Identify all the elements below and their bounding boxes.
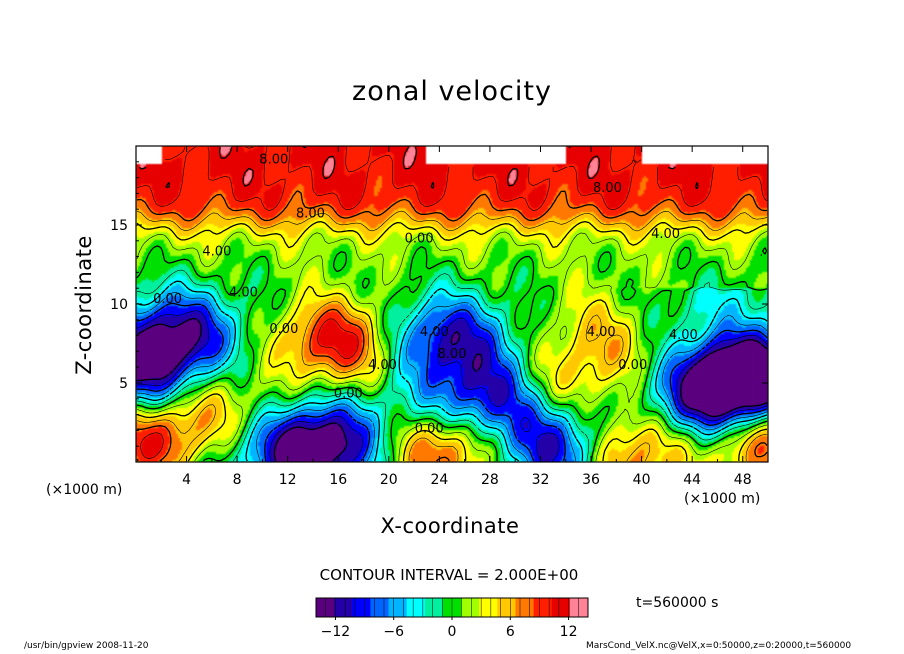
x-tick-label: 32 [532, 472, 550, 488]
contour-level-neg4 [136, 280, 768, 462]
contour-level-neg12 [136, 317, 768, 462]
colorbar-swatch [370, 598, 390, 617]
contour-labels: 8.00 8.00 8.00 4.00 4.00 4.00 4.00 4.00 4.00 4.00… [153, 153, 698, 437]
time-label: t=560000 s [636, 595, 719, 611]
contour-label: 4.00 [420, 325, 449, 340]
contour-label: 4.00 [229, 285, 258, 300]
contour-level-2 [136, 231, 768, 462]
contour-label: 8.00 [438, 347, 467, 362]
contour-level-12 [138, 146, 699, 190]
contour-label: 0.00 [405, 232, 434, 247]
contour-label: 0.00 [334, 387, 363, 402]
x-tick-label: 28 [481, 472, 499, 488]
contour-interval-label: CONTOUR INTERVAL = 2.000E+00 [319, 566, 579, 584]
x-tick-label: 8 [233, 472, 242, 488]
x-tick-label: 36 [582, 472, 600, 488]
y-tick-label: 10 [110, 297, 128, 313]
contour-label: 4.00 [587, 325, 616, 340]
contour-label: 4.00 [368, 358, 397, 373]
colorbar-swatch [497, 598, 516, 617]
y-tick-label: 15 [110, 218, 128, 234]
footer-program-date: /usr/bin/gpview 2008-11-20 [24, 641, 149, 651]
contour-lines [136, 146, 768, 462]
footer-source: MarsCond_VelX.nc@VelX,x=0:50000,z=0:2000… [586, 641, 852, 651]
colorbar-tick-label: −6 [383, 624, 404, 640]
colorbar-tick-label: 0 [448, 624, 457, 640]
colorbar-swatch [388, 598, 408, 617]
x-axis-label: X-coordinate [380, 514, 520, 538]
colorbar-swatch [316, 598, 335, 617]
contour-level-neg8 [136, 302, 768, 462]
colorbar-swatch [334, 598, 353, 617]
x-tick-label: 12 [279, 472, 297, 488]
contour-level-neg6 [136, 292, 768, 462]
colorbar-swatch [461, 598, 480, 617]
contour-level-0 [136, 245, 768, 462]
x-tick-label: 16 [329, 472, 347, 488]
contour-level-10 [136, 146, 768, 459]
x-tick-label: 24 [430, 472, 448, 488]
colorbar-swatch [515, 598, 535, 617]
colorbar-swatch [479, 598, 498, 617]
x-tick-label: 40 [633, 472, 651, 488]
colorbar-swatch [533, 598, 553, 617]
x-tick-label: 48 [734, 472, 752, 488]
contour-level-neg10 [136, 310, 768, 462]
contour-label: 0.00 [415, 421, 444, 436]
colorbar-tick-label: −12 [321, 624, 351, 640]
contour-level-6 [136, 210, 768, 462]
y-axis-unit: (×1000 m) [46, 482, 123, 498]
x-tick-label: 44 [683, 472, 701, 488]
colorbar-swatch [569, 598, 589, 617]
contour-label: 8.00 [259, 153, 288, 168]
contour-level-neg2 [136, 269, 768, 462]
contour-label: 0.00 [153, 292, 182, 307]
plot-area: 8.00 8.00 8.00 4.00 4.00 4.00 4.00 4.00 4.00 4.00… [136, 146, 768, 462]
contour-label: 4.00 [669, 328, 698, 343]
contour-label: 0.00 [269, 322, 298, 337]
x-tick-label: 4 [182, 472, 191, 488]
colorbar-swatch [352, 598, 371, 617]
contour-label: 8.00 [296, 206, 325, 221]
x-tick-label: 20 [380, 472, 398, 488]
contour-label: 0.00 [618, 358, 647, 373]
colorbar: −12 −6 0 6 12 [315, 597, 589, 640]
contour-label: 4.00 [651, 227, 680, 242]
colorbar-swatch [406, 598, 426, 617]
colorbar-tick-label: 12 [560, 624, 578, 640]
y-tick-label: 5 [119, 376, 128, 392]
colorbar-tick-label: 6 [506, 624, 515, 640]
chart-title: zonal velocity [352, 76, 552, 107]
contour-label: 4.00 [202, 244, 231, 259]
colorbar-swatch [551, 598, 571, 617]
x-axis-unit: (×1000 m) [684, 491, 761, 507]
colorbar-swatch [424, 598, 444, 617]
contour-label: 8.00 [593, 181, 622, 196]
contour-level-8 [136, 190, 768, 462]
contour-level-4 [136, 220, 768, 462]
